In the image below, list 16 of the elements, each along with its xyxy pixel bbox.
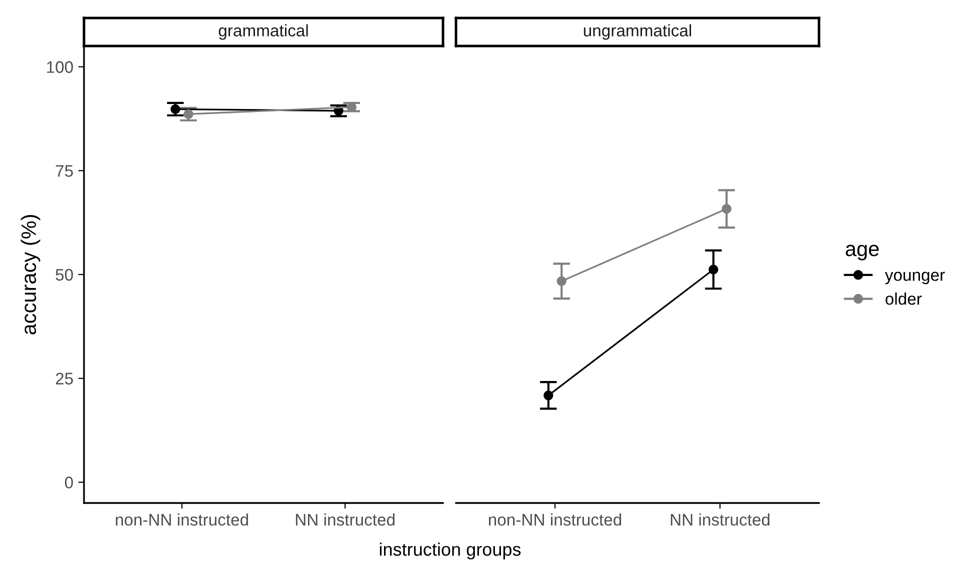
y-axis-title: accuracy (%)	[20, 215, 40, 334]
chart-title: grammatical	[218, 24, 308, 40]
y-tick-label: 50	[56, 268, 73, 281]
legend-label: older	[886, 292, 922, 305]
x-tick-label: non-NN instructed	[488, 513, 622, 526]
x-tick-label: NN instructed	[296, 513, 394, 526]
legend-title: age	[846, 244, 879, 260]
y-tick-label: 0	[64, 476, 73, 488]
y-tick-label: 25	[56, 372, 73, 385]
y-tick-label: 75	[56, 165, 73, 177]
x-axis-title: instruction groups	[380, 542, 521, 560]
chart-title: ungrammatical	[584, 24, 692, 40]
legend-label: younger	[884, 272, 945, 284]
x-tick-label: NN instructed	[670, 513, 770, 526]
x-tick-label: non-NN instructed	[116, 513, 248, 526]
y-tick-label: 100	[47, 61, 73, 73]
